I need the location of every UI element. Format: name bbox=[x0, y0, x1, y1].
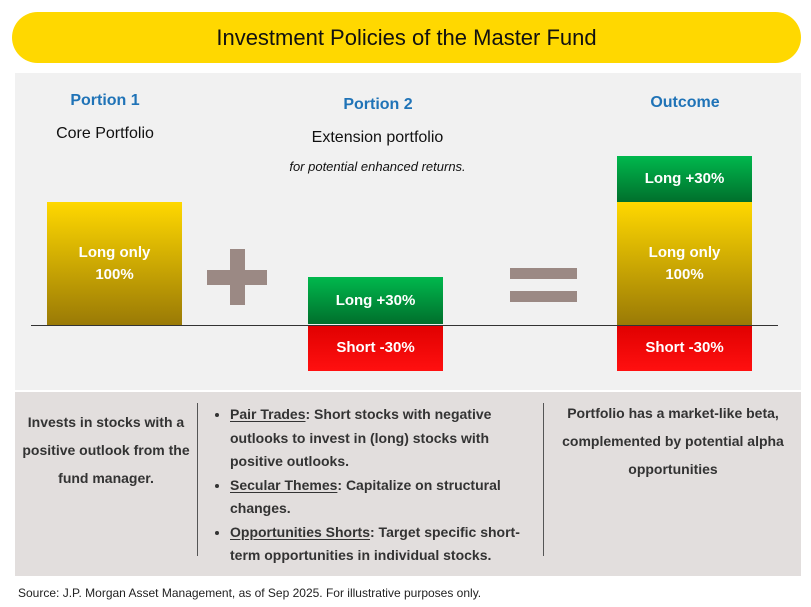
description-panel bbox=[15, 392, 801, 576]
equals-icon-bar bbox=[510, 291, 577, 302]
divider bbox=[543, 403, 544, 556]
equals-icon bbox=[510, 268, 577, 279]
portion1-subtitle: Core Portfolio bbox=[56, 125, 154, 142]
source-note: Source: J.P. Morgan Asset Management, as… bbox=[18, 586, 482, 600]
outcome-core-box: Long only 100% bbox=[617, 202, 752, 325]
plus-icon-bar bbox=[207, 270, 267, 285]
bullet-pair-trades: Pair Trades: Short stocks with negative … bbox=[230, 403, 542, 474]
outcome-long-box: Long +30% bbox=[617, 156, 752, 202]
bullet-secular-themes: Secular Themes: Capitalize on structural… bbox=[230, 474, 542, 521]
portion1-heading: Portion 1 bbox=[70, 92, 140, 109]
divider bbox=[197, 403, 198, 556]
outcome-heading: Outcome bbox=[650, 94, 720, 111]
outcome-short-box: Short -30% bbox=[617, 325, 752, 371]
extension-long-box: Long +30% bbox=[308, 277, 443, 324]
page-title: Investment Policies of the Master Fund bbox=[216, 24, 597, 50]
portion2-heading: Portion 2 bbox=[343, 96, 413, 113]
extension-short-box: Short -30% bbox=[308, 325, 443, 371]
title-banner: Investment Policies of the Master Fund bbox=[12, 12, 801, 63]
baseline bbox=[31, 325, 778, 326]
core-long-only-box: Long only 100% bbox=[47, 202, 182, 325]
core-description: Invests in stocks with a positive outloo… bbox=[22, 414, 190, 486]
portion2-note: for potential enhanced returns. bbox=[289, 159, 466, 174]
portion2-subtitle: Extension portfolio bbox=[311, 129, 444, 146]
bullet-opportunities-shorts: Opportunities Shorts: Target specific sh… bbox=[230, 521, 542, 568]
extension-description: Pair Trades: Short stocks with negative … bbox=[208, 403, 542, 568]
outcome-description: Portfolio has a market-like beta, comple… bbox=[562, 405, 784, 477]
